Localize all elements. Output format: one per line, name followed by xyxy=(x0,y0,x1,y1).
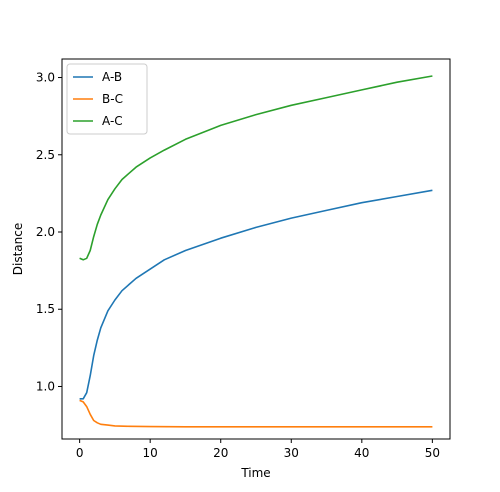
legend-label: B-C xyxy=(102,92,123,106)
series-line-b-c xyxy=(79,399,433,428)
plot-area xyxy=(79,75,433,428)
x-tick-label: 50 xyxy=(425,446,440,460)
y-tick-label: 1.0 xyxy=(36,379,55,393)
plot-frame xyxy=(61,58,451,440)
x-axis-label: Time xyxy=(240,466,270,480)
x-axis: 0 10 20 30 40 50 xyxy=(76,439,440,460)
y-tick-label: 3.0 xyxy=(36,71,55,85)
y-tick-label: 2.5 xyxy=(36,148,55,162)
x-tick-label: 0 xyxy=(76,446,84,460)
y-axis: 1.0 1.5 2.0 2.5 3.0 xyxy=(36,71,62,393)
x-tick-label: 10 xyxy=(143,446,158,460)
x-tick-label: 20 xyxy=(213,446,228,460)
legend: A-B B-C A-C xyxy=(66,63,148,135)
series-line-a-b xyxy=(79,189,433,400)
x-tick-label: 30 xyxy=(284,446,299,460)
y-axis-label: Distance xyxy=(11,223,25,275)
series-line-a-c xyxy=(79,75,433,261)
y-tick-label: 2.0 xyxy=(36,225,55,239)
legend-label: A-B xyxy=(102,70,122,84)
x-tick-label: 40 xyxy=(354,446,369,460)
legend-box xyxy=(66,63,148,135)
y-tick-label: 1.5 xyxy=(36,302,55,316)
legend-label: A-C xyxy=(102,114,123,128)
